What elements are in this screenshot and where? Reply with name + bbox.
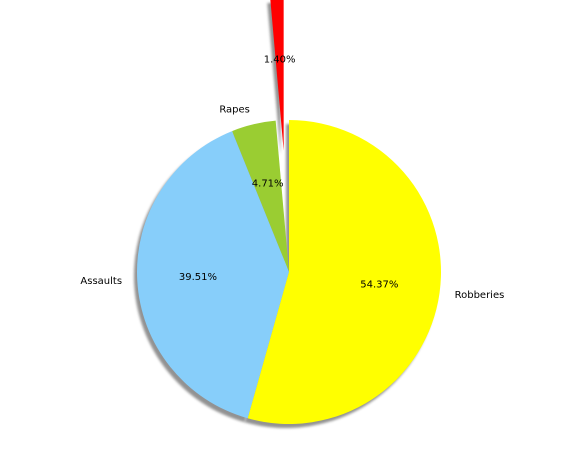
pie-label-rapes: Rapes	[219, 104, 250, 115]
pie-slice-robberies	[247, 120, 442, 424]
pie-label-layer: Homicides1.40%Rapes4.71%Assaults39.51%Ro…	[80, 54, 505, 301]
pie-percent-rapes: 4.71%	[252, 178, 284, 189]
pie-label-robberies: Robberies	[455, 290, 505, 301]
pie-slice-rapes	[232, 120, 289, 273]
pie-slice-assaults	[136, 131, 289, 419]
pie-label-assaults: Assaults	[80, 276, 122, 287]
pie-percent-homicides: 1.40%	[264, 54, 296, 65]
pie-slice-homicides	[270, 0, 284, 151]
pie-percent-assaults: 39.51%	[179, 272, 217, 283]
pie-slice-layer	[136, 0, 442, 424]
pie-percent-robberies: 54.37%	[360, 279, 398, 290]
